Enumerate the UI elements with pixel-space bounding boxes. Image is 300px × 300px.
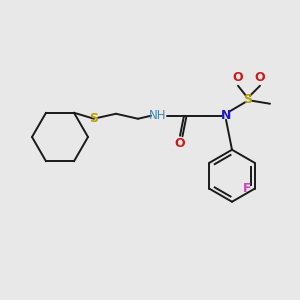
Text: O: O: [233, 71, 243, 84]
Text: O: O: [175, 137, 185, 150]
Text: O: O: [255, 71, 265, 84]
Text: NH: NH: [149, 109, 167, 122]
Text: F: F: [243, 182, 252, 195]
Text: S: S: [89, 112, 98, 125]
Text: N: N: [221, 109, 231, 122]
Text: S: S: [244, 93, 253, 106]
